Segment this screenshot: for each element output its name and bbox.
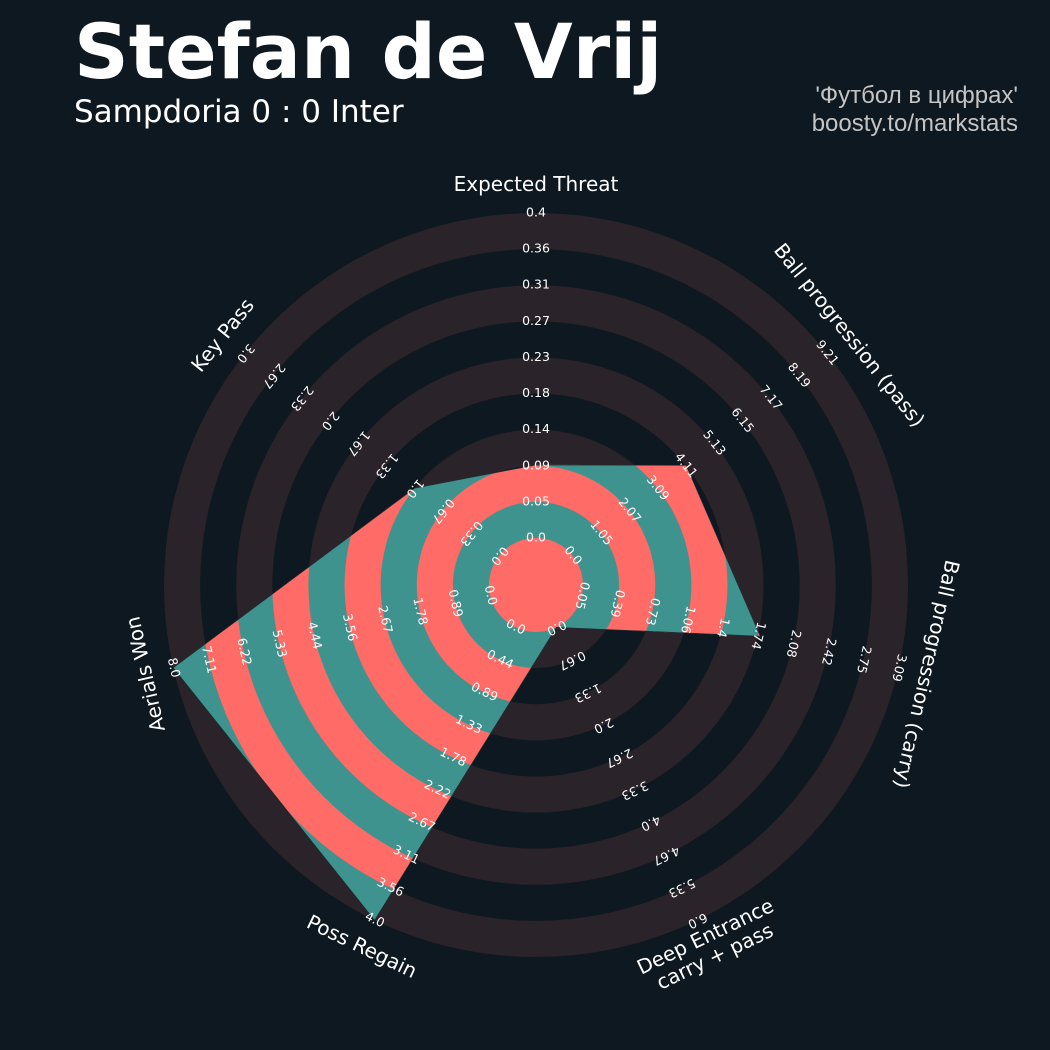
tick-label: 0.89 [446,588,467,619]
page-title: Stefan de Vrij [74,7,663,96]
tick-label: 0.05 [572,581,593,611]
tick-label: 2.75 [854,645,875,675]
tick-label: 1.74 [748,621,769,652]
tick-label: 0.0 [526,530,546,545]
tick-label: 0.05 [522,493,550,508]
tick-label: 0.14 [522,421,550,436]
tick-label: 2.42 [819,637,840,667]
param-label: Aerials Won [120,614,170,734]
tick-label: 0.31 [522,277,550,292]
tick-label: 0.18 [522,385,550,400]
tick-label: 0.4 [526,205,546,220]
tick-label: 2.08 [784,629,805,660]
match-subtitle: Sampdoria 0 : 0 Inter [74,94,404,130]
tick-label: 4.44 [305,620,326,651]
tick-label: 0.09 [522,457,550,472]
tick-label: 0.73 [643,597,664,627]
polygon-outline [172,464,761,921]
tick-label: 3.09 [889,653,910,684]
tick-label: 8.0 [165,656,184,679]
tick-label: 0.39 [608,589,629,620]
credit-link[interactable]: boosty.to/markstats [811,110,1018,137]
credit-source: 'Футбол в цифрах' [815,82,1018,109]
tick-label: 6.22 [234,636,255,666]
tick-label: 5.33 [270,628,291,658]
tick-label: 0.36 [522,241,550,256]
tick-label: 0.27 [522,313,550,328]
tick-label: 3.56 [340,612,361,643]
tick-label: 1.4 [714,617,733,640]
tick-label: 0.0 [482,584,501,607]
tick-label: 7.11 [199,644,220,674]
tick-label: 2.67 [375,604,396,634]
tick-label: 1.06 [678,605,699,636]
credit-block: 'Футбол в цифрах' boosty.to/markstats [812,82,1018,138]
tick-label: 1.78 [410,596,431,627]
polygon-band [489,538,583,632]
tick-label: 0.23 [522,349,550,364]
param-label: Expected Threat [454,172,619,196]
